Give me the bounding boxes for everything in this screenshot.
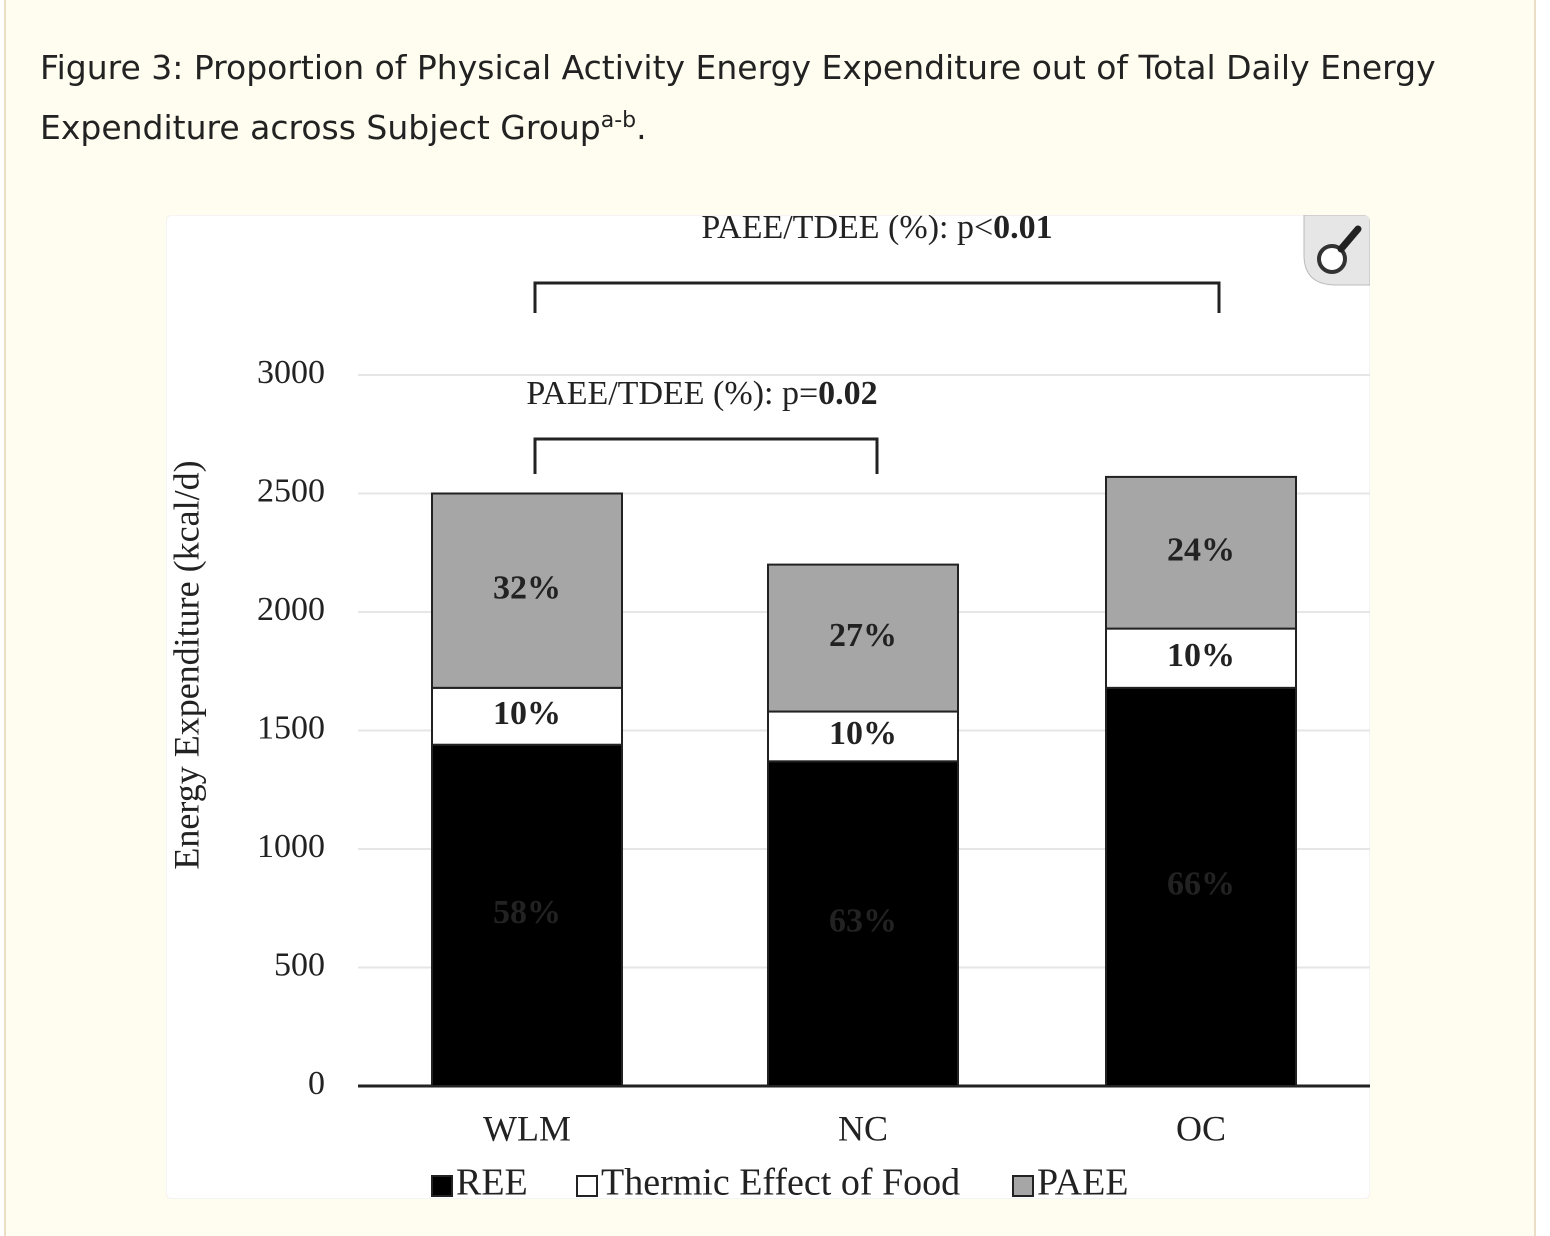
chart: Energy Expenditure (kcal/d) 0 500 1000 1500… <box>166 215 1370 1199</box>
annotation: PAEE/TDEE (%): p=0.02 <box>526 375 877 412</box>
x-tick-label: WLM <box>483 1108 571 1148</box>
bar-segment <box>1105 627 1297 689</box>
x-tick-label: NC <box>838 1108 888 1148</box>
legend-swatch <box>1012 1175 1034 1197</box>
y-tick-label: 1000 <box>257 828 325 865</box>
annotation-emphasis: 0.01 <box>993 215 1053 246</box>
legend-label: Thermic Effect of Food <box>601 1162 960 1199</box>
y-axis-label: Energy Expenditure (kcal/d) <box>166 460 206 869</box>
y-tick-label: 3000 <box>257 354 325 391</box>
segment-label: 63% <box>829 902 897 939</box>
bar-segment <box>767 760 959 1087</box>
segment-label: 58% <box>493 894 561 931</box>
bar-segment <box>767 563 959 713</box>
bar-segment <box>1105 475 1297 630</box>
legend-label: PAEE <box>1037 1162 1129 1199</box>
legend-swatch <box>431 1175 453 1197</box>
y-tick-label: 0 <box>308 1065 325 1102</box>
annotation-text: PAEE/TDEE (%): p< <box>701 215 993 246</box>
zoom-handle <box>1337 225 1362 253</box>
significance-bracket <box>533 281 1221 313</box>
legend-label: REE <box>456 1162 528 1199</box>
segment-label: 10% <box>1167 637 1235 674</box>
y-tick-label: 2500 <box>257 472 325 509</box>
bar-segment <box>431 492 623 689</box>
segment-label: 27% <box>829 617 897 654</box>
zoom-icon[interactable] <box>1303 215 1370 286</box>
caption-superscript: a-b <box>600 108 637 133</box>
segment-label: 66% <box>1167 866 1235 903</box>
annotation: PAEE/TDEE (%): p<0.01 <box>701 215 1052 246</box>
zoom-lens <box>1317 244 1347 274</box>
annotation-text: PAEE/TDEE (%): p= <box>526 375 818 412</box>
x-tick-label: OC <box>1176 1108 1226 1148</box>
caption-end: . <box>636 108 647 147</box>
y-tick-label: 500 <box>274 946 325 983</box>
y-tick-label: 2000 <box>257 591 325 628</box>
bar-segment <box>431 686 623 746</box>
figure-caption: Figure 3: Proportion of Physical Activit… <box>40 38 1460 158</box>
legend-swatch <box>576 1175 598 1197</box>
segment-label: 10% <box>493 695 561 732</box>
caption-text: Figure 3: Proportion of Physical Activit… <box>40 48 1436 147</box>
bar-segment <box>431 743 623 1087</box>
annotation-emphasis: 0.02 <box>818 375 878 412</box>
segment-label: 24% <box>1167 532 1235 569</box>
segment-label: 10% <box>829 715 897 752</box>
significance-bracket <box>533 437 879 474</box>
bar-segment <box>767 710 959 763</box>
bar-segment <box>1105 686 1297 1087</box>
y-tick-label: 1500 <box>257 709 325 746</box>
segment-label: 32% <box>493 569 561 606</box>
